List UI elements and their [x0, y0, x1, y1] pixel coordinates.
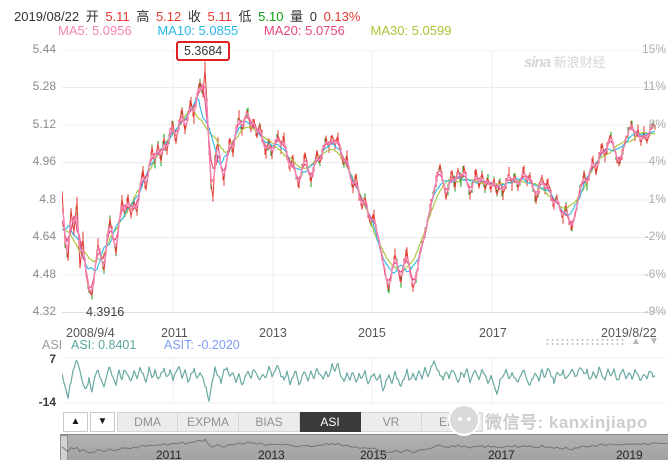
panel-collapse-down-icon[interactable]: ▼	[649, 336, 659, 347]
close-label: 收	[187, 9, 201, 24]
panel-collapse-up-icon[interactable]: ▲	[631, 336, 641, 347]
y-axis-left-tick: 5.44	[32, 42, 56, 56]
sina-name: 新浪财经	[553, 55, 606, 70]
date-value: 2019/08/22	[14, 9, 80, 24]
ma10-value: MA10: 5.0855	[157, 23, 239, 38]
y-axis-left-tick: 4.32	[32, 304, 56, 318]
tab-dma[interactable]: DMA	[117, 412, 178, 432]
y-axis-right-tick: 1%	[648, 192, 666, 206]
y-axis-right-tick: -9%	[644, 304, 666, 318]
close-value: 5.11	[207, 9, 232, 24]
asi-y-top-tick: 7	[49, 352, 56, 366]
y-axis-right-tick: 8%	[648, 117, 666, 131]
y-axis-right-tick: -6%	[644, 267, 666, 281]
sina-finance-watermark: sina 新浪财经	[524, 52, 606, 71]
x-axis-tick: 2013	[259, 326, 287, 340]
y-axis-right-tick: 15%	[641, 42, 666, 56]
navigator-year: 2013	[258, 448, 285, 460]
navigator-year: 2011	[156, 448, 182, 460]
y-axis-right-tick: 4%	[648, 154, 666, 168]
peak-price-annotation: 5.3684	[176, 41, 231, 61]
asi-indicator-chart[interactable]	[62, 350, 666, 410]
ma20-value: MA20: 5.0756	[263, 23, 345, 38]
y-axis-left-tick: 5.28	[32, 79, 56, 93]
ma30-value: MA30: 5.0599	[370, 23, 452, 38]
ohlc-summary: 2019/08/22 开 5.11 高 5.12 收 5.11 低 5.10 量…	[14, 6, 363, 25]
tab-scroll-up-button[interactable]: ▲	[63, 412, 88, 432]
tab-vr[interactable]: VR	[361, 412, 422, 432]
tab-asi[interactable]: ASI	[300, 412, 361, 432]
open-label: 开	[85, 9, 99, 24]
sina-logo: sina	[524, 54, 551, 71]
x-axis-tick: 2019/8/22	[601, 326, 657, 340]
navigator-year: 2017	[488, 448, 515, 460]
panel-resize-handle[interactable]	[545, 338, 625, 347]
low-label: 低	[238, 9, 252, 24]
y-axis-left-tick: 4.64	[32, 229, 56, 243]
y-axis-right-tick: 11%	[642, 79, 666, 93]
volume-label: 量	[290, 9, 304, 24]
navigator-line	[61, 438, 668, 454]
navigator-year: 2015	[360, 448, 387, 460]
tab-expma[interactable]: EXPMA	[178, 412, 239, 432]
open-value: 5.11	[105, 9, 130, 24]
y-axis-left-tick: 5.12	[32, 117, 56, 131]
x-axis-tick: 2008/9/4	[66, 326, 115, 340]
trough-price-annotation: 4.3916	[86, 305, 125, 319]
y-axis-left-tick: 4.48	[32, 267, 56, 281]
wechat-id-text: 微信号: kanxinjiapo	[485, 412, 648, 432]
x-axis-tick: 2015	[358, 326, 386, 340]
navigator-year: 2019	[616, 448, 643, 460]
main-price-chart[interactable]	[62, 50, 666, 314]
high-value: 5.12	[155, 9, 182, 24]
low-value: 5.10	[258, 9, 284, 24]
high-label: 高	[136, 9, 150, 24]
asit-value-label: ASIT: -0.2020	[164, 338, 240, 352]
y-axis-right-tick: -2%	[644, 229, 666, 243]
y-axis-left-tick: 4.8	[39, 192, 56, 206]
change-pct-value: 0.13%	[323, 9, 361, 24]
range-navigator[interactable]: 2011 2013 2015 2017 2019	[60, 434, 668, 460]
asi-panel-title: ASI	[42, 338, 63, 352]
asi-value-label: ASI: 0.8401	[71, 338, 137, 352]
navigator-left-handle[interactable]	[60, 435, 68, 460]
x-axis-tick: 2011	[161, 326, 188, 340]
volume-value: 0	[309, 9, 317, 24]
tab-scroll-down-button[interactable]: ▼	[90, 412, 115, 432]
tab-emv[interactable]: EMV	[422, 412, 483, 432]
tab-bias[interactable]: BIAS	[239, 412, 300, 432]
x-axis-tick: 2017	[479, 326, 507, 340]
ma-legend: MA5: 5.0956 MA10: 5.0855 MA20: 5.0756 MA…	[58, 23, 473, 38]
asi-y-bottom-tick: -14	[38, 395, 56, 409]
ma5-value: MA5: 5.0956	[58, 23, 132, 38]
indicator-tab-bar: DMA EXPMA BIAS ASI VR EMV	[117, 412, 483, 432]
y-axis-left-tick: 4.96	[32, 154, 56, 168]
